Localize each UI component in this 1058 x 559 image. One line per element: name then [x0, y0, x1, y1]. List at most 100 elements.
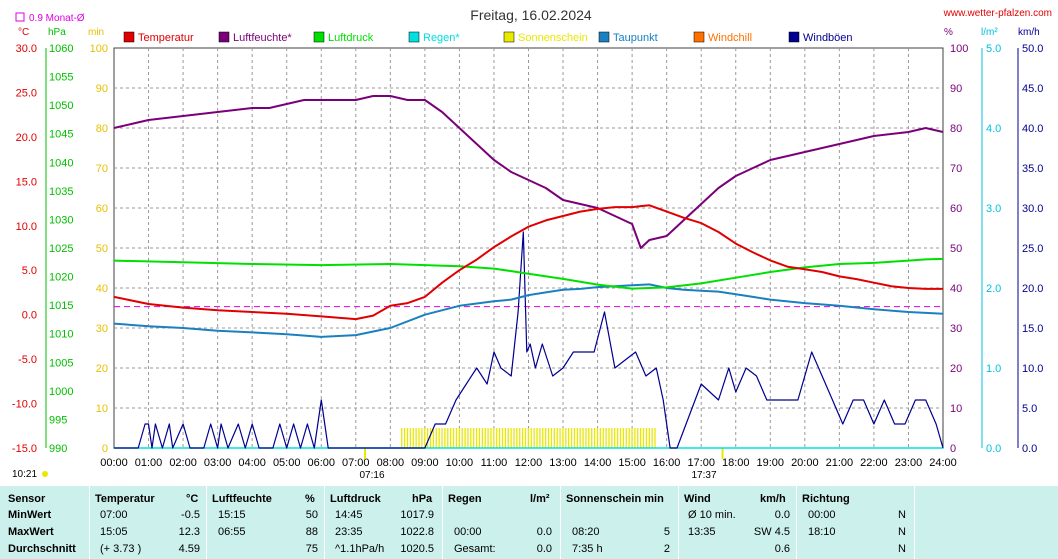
summary-cell-dir-time: 00:00	[808, 509, 836, 521]
summary-cell-label: MaxWert	[8, 526, 54, 538]
hdr-temperatur: Temperatur	[95, 493, 155, 505]
summary-cell-label: Durchschnitt	[8, 543, 76, 555]
chart-legend: Temperatur Luftfeuchte* Luftdruck Regen* Son…	[123, 31, 853, 44]
temp-tick-label: 10.0	[16, 221, 37, 233]
wind-tick-label: 0.0	[1022, 443, 1037, 455]
temp-tick-label: 15.0	[16, 176, 37, 188]
summary-cell-press-val: 1020.5	[400, 543, 434, 555]
min-tick-label: 90	[96, 83, 108, 95]
press-tick-label: 990	[49, 443, 67, 455]
weather-chart: 30.0 25.0 20.0 15.0 10.0 5.0 0.0 -5.0 -10.0 -15.0…	[11, 7, 1052, 481]
summary-cell-temp-val: 4.59	[178, 543, 200, 555]
summary-cell-rain-val: 0.0	[536, 543, 552, 555]
time-tick-label: 14:00	[584, 457, 612, 469]
wind-tick-label: 15.0	[1022, 323, 1043, 335]
pct-tick-label: 70	[950, 163, 962, 175]
summary-cell-temp-val: -0.5	[181, 509, 200, 521]
pct-tick-label: 50	[950, 243, 962, 255]
time-tick-label: 07:00	[342, 457, 370, 469]
time-tick-label: 19:00	[757, 457, 785, 469]
min-tick-label: 10	[96, 403, 108, 415]
summary-cell-dir-val: N	[898, 509, 906, 521]
time-tick-label: 18:00	[722, 457, 750, 469]
pct-tick-label: 0	[950, 443, 956, 455]
chart-series	[113, 95, 944, 449]
time-tick-label: 01:00	[135, 457, 163, 469]
press-tick-label: 1025	[49, 243, 73, 255]
time-tick-label: 15:00	[618, 457, 646, 469]
summary-cell-hum-val: 88	[305, 526, 318, 538]
temp-tick-label: 25.0	[16, 87, 37, 99]
legend-label: Windböen	[803, 32, 853, 44]
summary-cell-press-val: 1017.9	[400, 509, 434, 521]
summary-cell-sun-time: 7:35 h	[572, 543, 603, 555]
wind-tick-label: 30.0	[1022, 203, 1043, 215]
time-tick-label: 13:00	[549, 457, 577, 469]
time-tick-label: 03:00	[204, 457, 232, 469]
rain-tick-label: 0.0	[986, 443, 1001, 455]
wind-tick-label: 5.0	[1022, 403, 1037, 415]
summary-cell-sun-time: 08:20	[572, 526, 600, 538]
hdr-temp-unit: °C	[186, 493, 199, 505]
press-tick-label: 1055	[49, 72, 73, 84]
min-tick-label: 60	[96, 203, 108, 215]
min-tick-label: 70	[96, 163, 108, 175]
hdr-rain-unit: l/m²	[530, 493, 550, 505]
time-tick-label: 10:00	[446, 457, 474, 469]
pct-tick-label: 100	[950, 43, 968, 55]
col-divider	[89, 486, 90, 559]
hdr-luftfeuchte: Luftfeuchte	[212, 493, 272, 505]
temp-tick-label: -15.0	[12, 443, 37, 455]
summary-cell-sun-val: 2	[663, 543, 670, 555]
press-tick-label: 1050	[49, 100, 73, 112]
pct-unit: %	[944, 27, 953, 38]
pct-tick-label: 30	[950, 323, 962, 335]
legend-swatch	[598, 31, 610, 43]
summary-cell-hum-time: 06:55	[218, 526, 246, 538]
temp-tick-label: 5.0	[22, 265, 37, 277]
time-tick-label: 20:00	[791, 457, 819, 469]
time-tick-label: 02:00	[169, 457, 197, 469]
press-tick-label: 1015	[49, 300, 73, 312]
summary-cell-dir-time: 18:10	[808, 526, 836, 538]
min-tick-label: 80	[96, 123, 108, 135]
col-divider	[560, 486, 561, 559]
min-tick-label: 30	[96, 323, 108, 335]
temp-tick-label: 20.0	[16, 132, 37, 144]
hdr-wind: Wind	[684, 493, 711, 505]
series-taupunkt	[113, 283, 944, 338]
col-divider	[796, 486, 797, 559]
time-tick-label: 24:00	[929, 457, 957, 469]
site-link[interactable]: www.wetter-pfalzen.com	[943, 8, 1052, 19]
rain-unit: l/m²	[981, 27, 998, 38]
rain-tick-label: 1.0	[986, 363, 1001, 375]
hdr-wind-unit: km/h	[760, 493, 786, 505]
summary-cell-hum-val: 75	[305, 543, 318, 555]
press-tick-label: 995	[49, 414, 67, 426]
hdr-luftdruck: Luftdruck	[330, 493, 381, 505]
legend-label: Luftfeuchte*	[233, 32, 292, 44]
wind-tick-label: 25.0	[1022, 243, 1043, 255]
col-divider	[442, 486, 443, 559]
legend-swatch	[788, 31, 800, 43]
press-tick-label: 1020	[49, 272, 73, 284]
legend-label: Regen*	[423, 32, 460, 44]
temp-unit: °C	[18, 27, 29, 38]
summary-table: Sensor Temperatur °C Luftfeuchte % Luftd…	[0, 486, 1058, 559]
time-tick-label: 08:00	[377, 457, 405, 469]
legend-swatch	[313, 31, 325, 43]
summary-cell-dir-val: N	[898, 526, 906, 538]
summary-cell-hum-time: 15:15	[218, 509, 246, 521]
wind-tick-label: 35.0	[1022, 163, 1043, 175]
rain-tick-label: 5.0	[986, 43, 1001, 55]
time-tick-label: 04:00	[238, 457, 266, 469]
summary-cell-wind-val: SW 4.5	[753, 526, 790, 538]
time-tick-label: 11:00	[481, 457, 508, 469]
legend-swatch	[123, 31, 135, 43]
min-unit: min	[88, 27, 104, 38]
time-tick-label: 09:00	[411, 457, 439, 469]
press-tick-label: 1040	[49, 157, 73, 169]
series-luftdruck	[113, 257, 944, 290]
press-tick-label: 1035	[49, 186, 73, 198]
min-tick-label: 40	[96, 283, 108, 295]
